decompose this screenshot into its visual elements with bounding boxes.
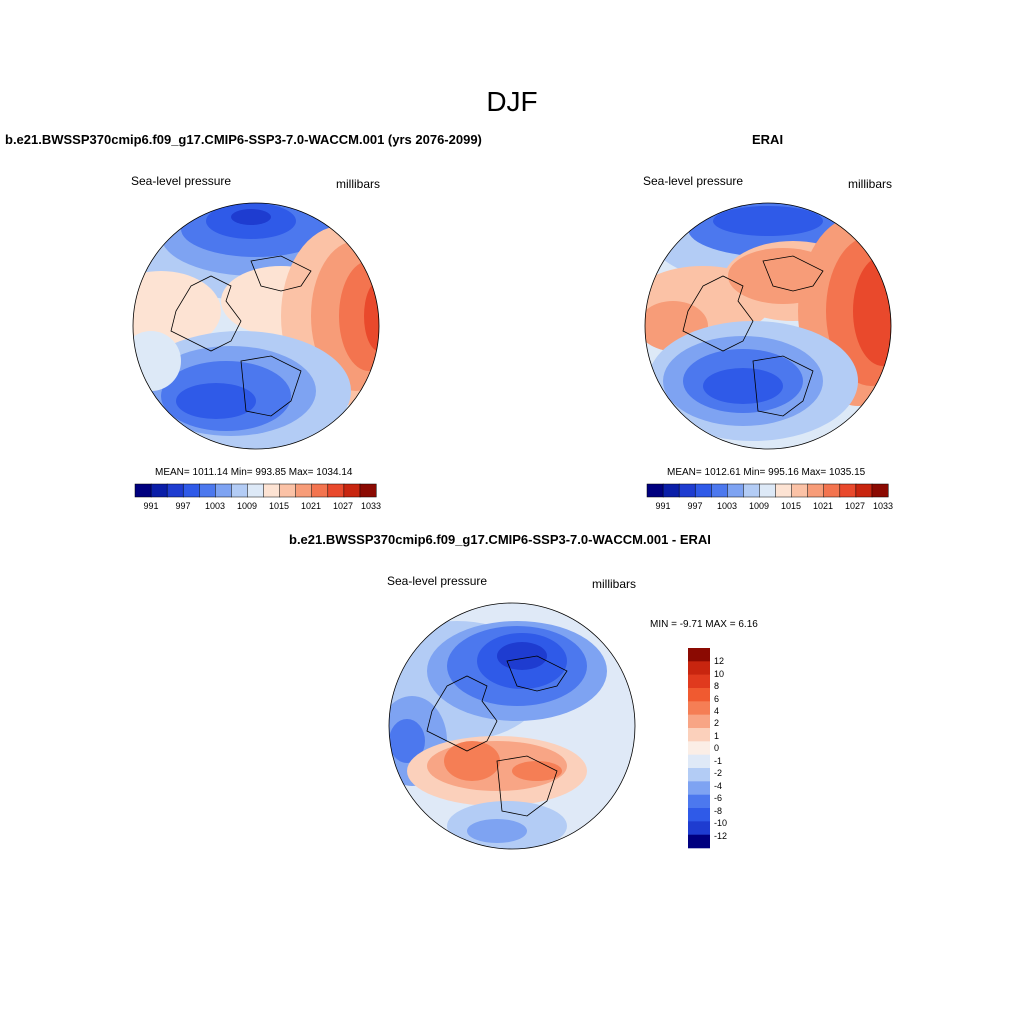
obs-stats: MEAN= 1012.61 Min= 995.16 Max= 1035.15: [667, 467, 866, 478]
colorbar-tick: 1021: [300, 501, 322, 511]
colorbar-tick: 991: [655, 501, 671, 511]
colorbar-tick: 1021: [812, 501, 834, 511]
colorbar-swatch: [263, 483, 281, 498]
colorbar-tick: -10: [714, 818, 728, 828]
obs-panel-title: ERAI: [752, 132, 784, 147]
colorbar-tick: 12: [714, 656, 725, 666]
colorbar-swatch: [688, 648, 710, 662]
colorbar-tick: 1003: [716, 501, 738, 511]
obs-polar-map: [644, 202, 892, 450]
colorbar-swatch: [359, 483, 377, 498]
colorbar-swatch: [711, 483, 728, 498]
model-left-label: Sea-level pressure: [131, 174, 232, 188]
colorbar-swatch: [855, 483, 873, 498]
colorbar-swatch: [688, 728, 710, 742]
colorbar-swatch: [688, 674, 710, 689]
colorbar-swatch: [688, 808, 710, 822]
colorbar-tick: 997: [687, 501, 703, 511]
colorbar-swatch: [662, 483, 680, 498]
colorbar-swatch: [688, 754, 710, 769]
colorbar-tick: -8: [714, 806, 723, 816]
colorbar-swatch: [215, 483, 232, 498]
colorbar-swatch: [327, 483, 345, 498]
colorbar-swatch: [688, 821, 710, 835]
diff-colorbar: [688, 648, 710, 849]
colorbar-swatch: [688, 688, 710, 702]
colorbar-tick: 1033: [872, 501, 894, 511]
colorbar-tick: 1033: [360, 501, 382, 511]
colorbar-swatch: [871, 483, 889, 498]
obs-units-label: millibars: [848, 177, 893, 191]
colorbar-swatch: [231, 483, 249, 498]
model-panel-title: b.e21.BWSSP370cmip6.f09_g17.CMIP6-SSP3-7…: [5, 132, 482, 147]
colorbar-swatch: [646, 483, 664, 498]
colorbar-tick: 0: [714, 743, 720, 753]
colorbar-tick: 4: [714, 706, 720, 716]
colorbar-tick: -12: [714, 831, 728, 841]
obs-left-label: Sea-level pressure: [643, 174, 744, 188]
colorbar-swatch: [759, 483, 777, 498]
model-colorbar: [134, 483, 377, 498]
diff-stats: MIN = -9.71 MAX = 6.16: [650, 619, 758, 630]
colorbar-swatch: [688, 794, 710, 809]
colorbar-tick: 1015: [780, 501, 802, 511]
colorbar-swatch: [134, 483, 152, 498]
colorbar-swatch: [688, 661, 710, 675]
colorbar-tick: 1027: [844, 501, 866, 511]
colorbar-swatch: [688, 834, 710, 849]
diff-polar-map: [388, 602, 636, 850]
diff-colorbar-ticks: 12 10 8 6 4 2 1 0 -1 -2 -4 -6 -8 -10 -12: [714, 648, 754, 848]
diff-units-label: millibars: [592, 577, 637, 591]
colorbar-tick: 1: [714, 731, 720, 741]
colorbar-tick: 1009: [236, 501, 258, 511]
colorbar-tick: 997: [175, 501, 191, 511]
model-units-label: millibars: [336, 177, 381, 191]
colorbar-swatch: [743, 483, 761, 498]
colorbar-tick: 991: [143, 501, 159, 511]
colorbar-tick: 1027: [332, 501, 354, 511]
colorbar-tick: 1015: [268, 501, 290, 511]
colorbar-swatch: [247, 483, 265, 498]
colorbar-tick: -4: [714, 781, 723, 791]
colorbar-swatch: [279, 483, 297, 498]
colorbar-tick: -1: [714, 756, 723, 766]
model-polar-map: [132, 202, 380, 450]
colorbar-tick: 10: [714, 669, 725, 679]
diff-left-label: Sea-level pressure: [387, 574, 488, 588]
colorbar-swatch: [295, 483, 313, 498]
colorbar-swatch: [688, 701, 710, 715]
colorbar-swatch: [688, 781, 710, 795]
colorbar-swatch: [823, 483, 841, 498]
colorbar-swatch: [343, 483, 361, 498]
colorbar-swatch: [166, 483, 184, 498]
colorbar-swatch: [694, 483, 712, 498]
colorbar-swatch: [182, 483, 200, 498]
diff-panel-title: b.e21.BWSSP370cmip6.f09_g17.CMIP6-SSP3-7…: [289, 532, 711, 547]
colorbar-swatch: [199, 483, 216, 498]
colorbar-swatch: [839, 483, 857, 498]
colorbar-tick: 2: [714, 718, 720, 728]
obs-colorbar: [646, 483, 889, 498]
colorbar-tick: 8: [714, 681, 720, 691]
colorbar-swatch: [727, 483, 744, 498]
colorbar-swatch: [791, 483, 809, 498]
colorbar-tick: -2: [714, 768, 723, 778]
colorbar-swatch: [688, 714, 710, 729]
colorbar-tick: 6: [714, 694, 720, 704]
colorbar-swatch: [688, 768, 710, 782]
colorbar-swatch: [807, 483, 825, 498]
model-colorbar-ticks: 991 997 1003 1009 1015 1021 1027 1033: [135, 501, 381, 513]
colorbar-swatch: [678, 483, 696, 498]
model-stats: MEAN= 1011.14 Min= 993.85 Max= 1034.14: [155, 467, 353, 478]
obs-colorbar-ticks: 991 997 1003 1009 1015 1021 1027 1033: [647, 501, 893, 513]
colorbar-tick: 1003: [204, 501, 226, 511]
colorbar-swatch: [688, 741, 710, 755]
colorbar-swatch: [150, 483, 168, 498]
colorbar-tick: -6: [714, 793, 723, 803]
colorbar-tick: 1009: [748, 501, 770, 511]
colorbar-swatch: [311, 483, 329, 498]
colorbar-swatch: [775, 483, 793, 498]
season-title: DJF: [486, 86, 538, 117]
